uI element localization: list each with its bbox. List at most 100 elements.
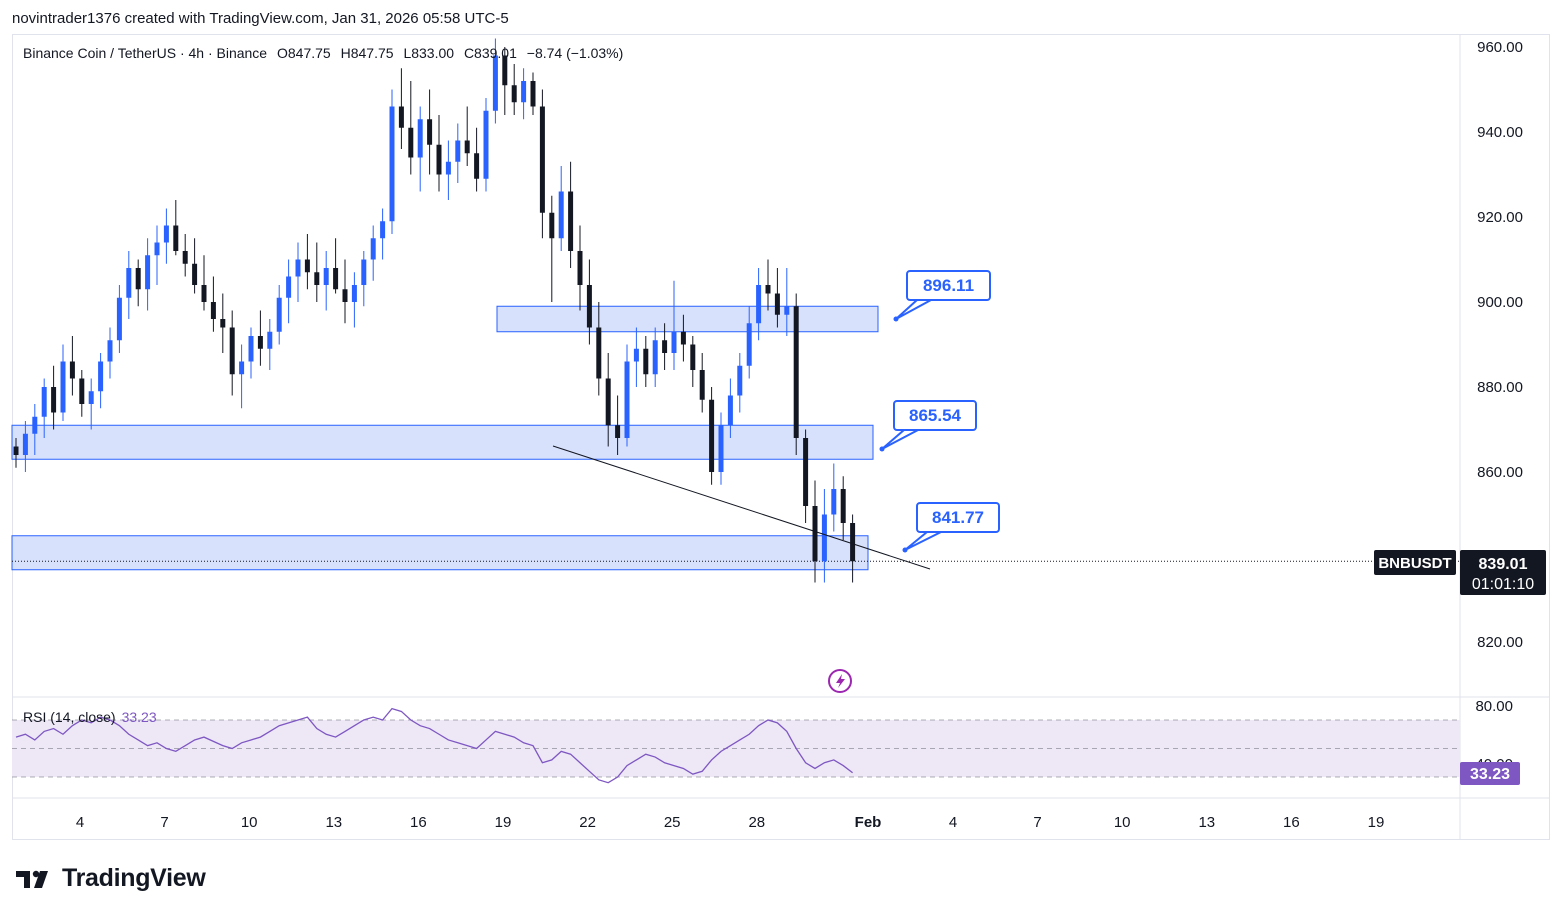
candle-body [765,285,771,294]
candle-body [69,361,75,379]
callout-anchor [893,316,899,322]
ohlc-open: O847.75 [277,45,331,61]
brand-name: TradingView [62,864,206,892]
candle-body [436,144,442,175]
callout-label: 865.54 [909,406,962,425]
last-price-badge-bg [1460,550,1546,595]
candle-body [821,514,827,562]
time-tick: 10 [241,814,258,831]
countdown-label: 01:01:10 [1472,576,1534,593]
candle-body [304,259,310,273]
candle-body [220,319,226,328]
candle-body [201,285,207,302]
candle-body [652,340,658,375]
candle-body [633,348,639,362]
candle-body [455,140,461,162]
candle-body [98,361,104,392]
ohlc-change: −8.74 (−1.03%) [526,45,624,61]
candle-body [314,272,320,285]
candle-body [680,331,686,345]
candle-body [840,489,846,523]
candle-body [709,399,715,472]
price-tick: 820.00 [1477,634,1523,651]
candle-body [398,106,404,128]
candle-body [182,251,188,264]
callout-anchor [902,547,908,553]
candle-body [351,285,357,302]
candle-body [107,340,113,362]
tradingview-logo-icon [16,870,48,888]
candle-body [427,119,433,145]
price-tick: 960.00 [1477,39,1523,56]
attribution-header: novintrader1376 created with TradingView… [12,10,509,27]
time-axis: 4 7 10 13 16 19 22 25 28 Feb 4 7 10 13 16 19 [12,797,1550,831]
candle-body [79,378,85,404]
candle-body [22,433,28,455]
candle-body [577,251,583,285]
callout-anchor [879,446,885,452]
candle-body [624,361,630,438]
zone-box [11,535,869,571]
candle-body [784,306,790,315]
symbol-badge-bg [1374,550,1456,575]
price-callout: 865.54 [879,400,977,452]
candle-body [380,221,386,239]
tradingview-logo[interactable]: TradingView [14,864,206,893]
time-tick: 16 [1283,814,1300,831]
candle-body [267,331,273,349]
candle-body [276,297,282,332]
candle-body [558,191,564,239]
candle-body [370,238,376,260]
price-tick: 940.00 [1477,124,1523,141]
event-marker-icon [828,669,852,693]
zones-layer [11,305,1460,571]
candle-body [417,119,423,158]
candle-body [831,489,837,515]
time-tick: 13 [1198,814,1215,831]
candle-body [342,289,348,302]
candle-body [530,81,536,107]
trendline [552,445,931,570]
candle-body [596,327,602,379]
candle-body [605,378,611,426]
time-tick: 4 [949,814,957,831]
candle-body [32,416,38,434]
last-price-label: 839.01 [1479,556,1528,573]
price-tick: 880.00 [1477,379,1523,396]
callout-box [906,270,991,301]
candle-body [737,365,743,396]
candle-body [492,55,498,111]
time-tick: 16 [410,814,427,831]
ohlc-low: L833.00 [403,45,455,61]
ohlc-high: H847.75 [340,45,394,61]
candle-body [746,323,752,366]
candle-body [521,81,527,103]
candle-body [568,191,574,251]
candle-body [163,225,169,243]
ohlc-close: C839.01 [463,45,517,61]
price-tick: 900.00 [1477,294,1523,311]
candle-body [803,438,809,506]
candle-body [229,327,235,375]
time-tick: 10 [1114,814,1131,831]
candle-body [812,506,818,562]
callout-box [893,400,977,431]
candle-body [333,268,339,290]
candle-body [756,285,762,324]
candle-body [445,161,451,175]
price-axis: 960.00 940.00 920.00 900.00 880.00 860.00 820.… [1374,34,1546,840]
callout-pointer [904,531,942,551]
candle-body [192,263,198,285]
candle-body [60,361,66,413]
symbol-title: Binance Coin / TetherUS · 4h · Binance [23,45,268,61]
candle-body [13,446,19,455]
candle-body [671,331,677,353]
rsi-legend: RSI (14, close) 33.23 [23,709,157,725]
candle-body [135,268,141,290]
candle-body [699,370,705,400]
candle-body [718,425,724,472]
rsi-label: RSI (14, close) [23,709,116,725]
candles-layer [13,38,856,583]
